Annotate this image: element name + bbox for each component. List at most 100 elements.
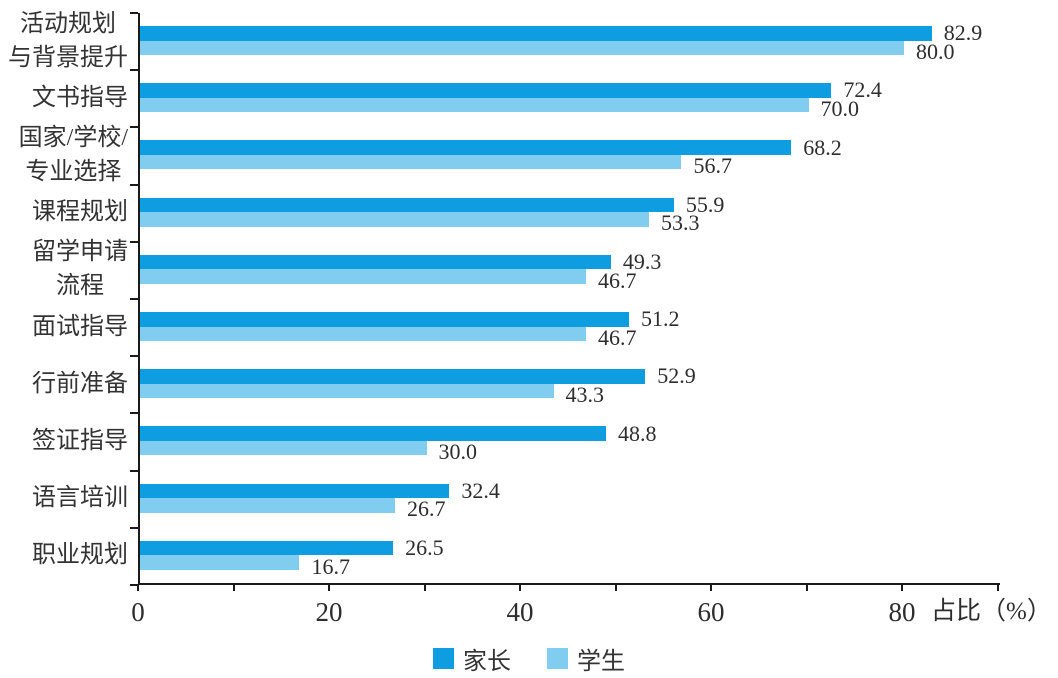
y-tick — [130, 69, 138, 72]
student-bar — [140, 269, 586, 284]
y-tick — [130, 12, 138, 14]
legend: 家长 学生 — [0, 641, 1058, 676]
student-bar — [140, 326, 586, 341]
parent-value-label: 48.8 — [618, 420, 657, 446]
x-tick — [137, 585, 139, 591]
parent-value-label: 68.2 — [803, 134, 842, 160]
parent-value-label: 72.4 — [843, 77, 882, 103]
category-label-line: 课程规划 — [32, 199, 128, 226]
y-tick — [130, 126, 138, 129]
category-label: 语言培训 — [32, 481, 128, 515]
category-label-line: 国家/学校/ — [18, 124, 128, 151]
category-label-line: 签证指导 — [32, 427, 128, 454]
student-value-label: 70.0 — [820, 95, 860, 121]
parent-bar — [140, 83, 832, 98]
category-label: 签证指导 — [32, 424, 128, 458]
y-tick — [130, 355, 138, 358]
student-bar — [140, 498, 395, 513]
category-label-line: 语言培训 — [32, 485, 128, 512]
parent-bar — [140, 483, 450, 499]
x-axis-line — [138, 583, 1000, 585]
student-value-label: 26.7 — [406, 496, 446, 522]
parent-value-label: 52.9 — [657, 363, 696, 389]
parent-bar — [140, 26, 932, 41]
legend-label-student: 学生 — [577, 649, 625, 675]
x-tick-label: 20 — [315, 597, 343, 627]
student-color-swatch — [547, 648, 568, 669]
category-label: 活动规划 与背景提升 — [8, 7, 128, 75]
category-label: 国家/学校/专业选择 — [19, 121, 128, 189]
parent-bar — [140, 369, 646, 384]
parent-value-label: 55.9 — [685, 191, 725, 217]
student-value-label: 46.7 — [597, 324, 637, 350]
student-value-label: 56.7 — [693, 153, 732, 179]
y-tick — [130, 526, 138, 529]
y-tick — [130, 412, 138, 415]
category-label: 职业规划 — [32, 538, 128, 572]
x-tick — [614, 585, 617, 591]
category-label: 课程规划 — [32, 195, 128, 229]
y-tick — [130, 584, 138, 586]
y-tick — [130, 183, 138, 186]
category-label: 面试指导 — [32, 310, 128, 344]
category-label: 文书指导 — [32, 81, 128, 115]
parent-bar — [140, 197, 674, 213]
x-tick — [232, 585, 235, 591]
parent-value-label: 26.5 — [405, 535, 444, 561]
y-tick — [130, 240, 138, 243]
legend-item-student: 学生 — [547, 641, 625, 676]
category-label-line: 与背景提升 — [8, 44, 128, 71]
student-bar — [140, 555, 300, 570]
student-value-label: 30.0 — [438, 439, 478, 465]
parent-bar — [140, 540, 394, 556]
x-tick — [996, 585, 999, 591]
student-bar — [140, 212, 649, 227]
student-bar — [140, 40, 904, 55]
category-label: 留学申请 流程 — [32, 235, 128, 303]
student-bar — [140, 440, 427, 456]
student-value-label: 46.7 — [597, 267, 637, 293]
y-tick — [130, 298, 138, 300]
student-value-label: 53.3 — [661, 210, 700, 236]
x-tick-label: 40 — [506, 597, 534, 627]
parent-value-label: 32.4 — [461, 477, 500, 503]
parent-bar — [140, 426, 607, 441]
parent-value-label: 51.2 — [640, 306, 680, 332]
parent-value-label: 82.9 — [943, 20, 983, 46]
category-label-line: 活动规划 — [20, 10, 116, 37]
parent-bar — [140, 254, 611, 270]
student-value-label: 80.0 — [916, 38, 955, 64]
x-axis-title: 占比（%） — [931, 598, 1052, 625]
x-tick — [805, 585, 808, 591]
category-label-line: 流程 — [56, 273, 104, 300]
x-tick-label: 80 — [888, 597, 916, 627]
parent-value-label: 49.3 — [622, 249, 662, 275]
parent-bar — [140, 312, 629, 327]
x-tick — [423, 585, 426, 591]
legend-label-parent: 家长 — [463, 649, 511, 675]
category-label-line: 面试指导 — [32, 313, 128, 340]
category-label-line: 专业选择 — [25, 158, 122, 185]
category-label-line: 文书指导 — [32, 84, 128, 111]
legend-item-parent: 家长 — [433, 641, 511, 676]
parent-color-swatch — [433, 648, 454, 669]
student-bar — [140, 383, 554, 399]
x-tick — [519, 585, 521, 591]
category-label-line: 留学申请 — [32, 239, 128, 266]
y-axis-line — [138, 13, 140, 585]
x-tick-label: 0 — [131, 597, 145, 627]
student-bar — [140, 97, 809, 113]
parent-bar — [140, 140, 792, 155]
y-tick — [130, 469, 138, 472]
x-tick-label: 60 — [697, 597, 725, 627]
student-value-label: 43.3 — [565, 381, 605, 407]
x-tick — [901, 585, 903, 591]
x-tick — [710, 585, 712, 591]
category-label-line: 行前准备 — [32, 370, 128, 397]
category-label-line: 职业规划 — [32, 542, 128, 569]
student-bar — [140, 154, 682, 170]
category-label: 行前准备 — [32, 367, 128, 401]
x-tick — [328, 585, 330, 591]
student-value-label: 16.7 — [311, 553, 350, 579]
